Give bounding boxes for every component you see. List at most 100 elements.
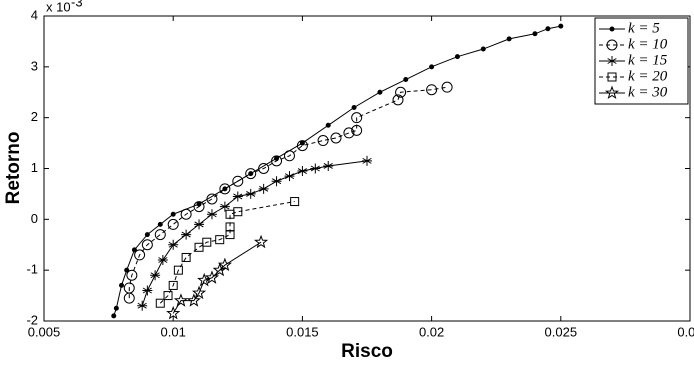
point [297,166,308,177]
point [202,237,212,247]
legend-label: k = 20 [628,68,668,84]
point [283,150,295,162]
point [191,285,207,300]
legend-marker [606,39,618,51]
point [111,313,117,319]
point [351,112,363,124]
point [144,232,150,238]
point [351,105,357,110]
point [362,155,372,166]
x-tick-label: 0.02 [419,324,444,339]
point [206,193,218,205]
legend-marker [607,72,617,82]
point [284,171,295,182]
point [441,81,453,93]
y-axis-label: Retorno [3,132,24,205]
point [150,270,161,281]
point [157,221,163,227]
point [225,222,235,232]
point [426,84,438,96]
point [258,163,270,174]
point [330,132,342,144]
plot-frame [43,15,691,322]
point [193,201,205,213]
y-tick-label: 3 [31,58,38,73]
point [245,188,256,199]
point [545,26,551,32]
point [123,282,135,294]
point [141,239,153,251]
point [506,36,512,42]
point [113,305,119,311]
point [325,122,331,128]
point [403,77,409,83]
legend-label: k = 30 [628,84,668,100]
point [155,298,165,308]
point [233,207,243,217]
point [131,247,137,253]
point [323,160,334,171]
series-line [113,25,561,317]
y-tick-label: -1 [26,262,38,277]
point [215,235,225,245]
point [310,163,321,174]
point [377,89,383,95]
y-tick-label: 2 [31,109,38,124]
point [271,155,283,167]
point [253,234,269,249]
point [274,155,280,161]
legend-marker [607,56,617,66]
point [454,54,460,60]
y-tick-label: 0 [31,211,38,226]
x-tick-label: 0.01 [161,324,186,339]
x-tick-label: 0.015 [286,324,319,339]
point [163,291,173,301]
y-tick-label: 1 [31,160,38,175]
point [392,94,404,106]
point [157,255,168,265]
point [168,239,179,250]
point [173,265,183,275]
x-tick-label: 0.03 [677,324,694,339]
legend-marker [604,85,620,100]
series-line [159,201,295,304]
y-multiplier: x 10 [46,0,71,14]
point [232,191,243,202]
point [168,280,178,290]
point [181,252,191,262]
point [532,31,538,37]
point [480,46,486,52]
point [296,140,308,152]
legend-label: k = 5 [628,20,660,36]
point [154,229,166,241]
point [317,135,329,147]
point [206,209,217,220]
point [119,282,125,288]
point [219,183,231,195]
point [258,183,269,194]
point [351,124,363,136]
point [395,86,407,98]
point [167,218,179,230]
point [271,176,282,187]
point [197,272,212,287]
x-tick-label: 0.005 [28,324,61,339]
y-tick-label: 4 [31,7,38,22]
y-tick-label: -2 [26,312,38,327]
legend-marker [609,26,615,32]
point [134,249,146,261]
point [166,305,181,320]
point [181,229,192,240]
y-exponent: -3 [71,0,83,9]
point [558,23,564,29]
point [186,293,201,307]
point [126,269,138,281]
point [180,208,192,220]
x-axis-label: Risco [341,341,393,362]
point [232,175,244,187]
point [124,267,130,273]
point [194,242,204,252]
point [245,168,257,180]
point [142,285,153,296]
